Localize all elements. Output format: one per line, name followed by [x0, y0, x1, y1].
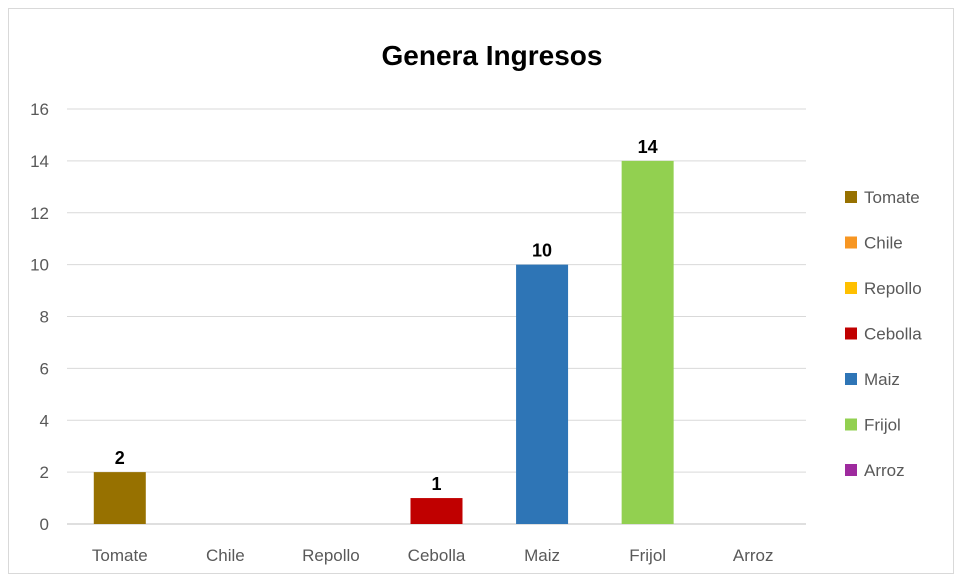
legend-swatch — [845, 373, 857, 385]
y-tick-label: 16 — [30, 100, 49, 119]
legend-swatch — [845, 191, 857, 203]
x-tick-label: Repollo — [302, 546, 360, 565]
x-tick-label: Maiz — [524, 546, 560, 565]
y-tick-label: 0 — [40, 515, 49, 534]
bar-maiz — [516, 264, 569, 524]
y-tick-label: 14 — [30, 152, 49, 171]
bar-frijol — [621, 160, 674, 524]
legend: Tomate Chile Repollo Cebolla Maiz Frijol Arroz — [845, 188, 922, 480]
legend-swatch — [845, 418, 857, 431]
y-tick-label: 12 — [30, 204, 49, 223]
x-tick-label: Arroz — [733, 546, 774, 565]
data-labels: 2 1 10 14 — [115, 137, 658, 494]
legend-label: Cebolla — [864, 325, 922, 344]
legend-label: Frijol — [864, 416, 901, 435]
data-label: 14 — [638, 137, 658, 157]
x-tick-label: Frijol — [629, 546, 666, 565]
y-axis-ticks: 0 2 4 6 8 10 12 14 16 — [30, 100, 49, 534]
bars — [93, 160, 674, 524]
legend-label: Arroz — [864, 461, 905, 480]
chart-frame: Genera Ingresos 0 2 4 6 8 10 12 14 16 Tomate Chil… — [8, 8, 954, 574]
x-tick-label: Chile — [206, 546, 245, 565]
chart-title: Genera Ingresos — [382, 40, 603, 71]
bar-cebolla — [410, 498, 463, 524]
legend-swatch — [845, 282, 857, 294]
y-tick-label: 6 — [40, 359, 49, 378]
gridlines — [67, 108, 806, 525]
x-tick-label: Cebolla — [408, 546, 466, 565]
x-axis-ticks: Tomate Chile Repollo Cebolla Maiz Frijol Arroz — [92, 546, 774, 565]
data-label: 1 — [431, 474, 441, 494]
legend-swatch — [845, 236, 857, 249]
legend-label: Repollo — [864, 279, 922, 298]
y-tick-label: 10 — [30, 256, 49, 275]
bar-tomate — [93, 472, 146, 524]
legend-label: Chile — [864, 234, 903, 253]
legend-label: Tomate — [864, 188, 920, 207]
data-label: 2 — [115, 448, 125, 468]
y-tick-label: 2 — [40, 463, 49, 482]
legend-swatch — [845, 464, 857, 476]
data-label: 10 — [532, 241, 552, 261]
y-tick-label: 8 — [40, 308, 49, 327]
x-tick-label: Tomate — [92, 546, 148, 565]
legend-label: Maiz — [864, 370, 900, 389]
y-tick-label: 4 — [40, 411, 49, 430]
legend-swatch — [845, 327, 857, 340]
